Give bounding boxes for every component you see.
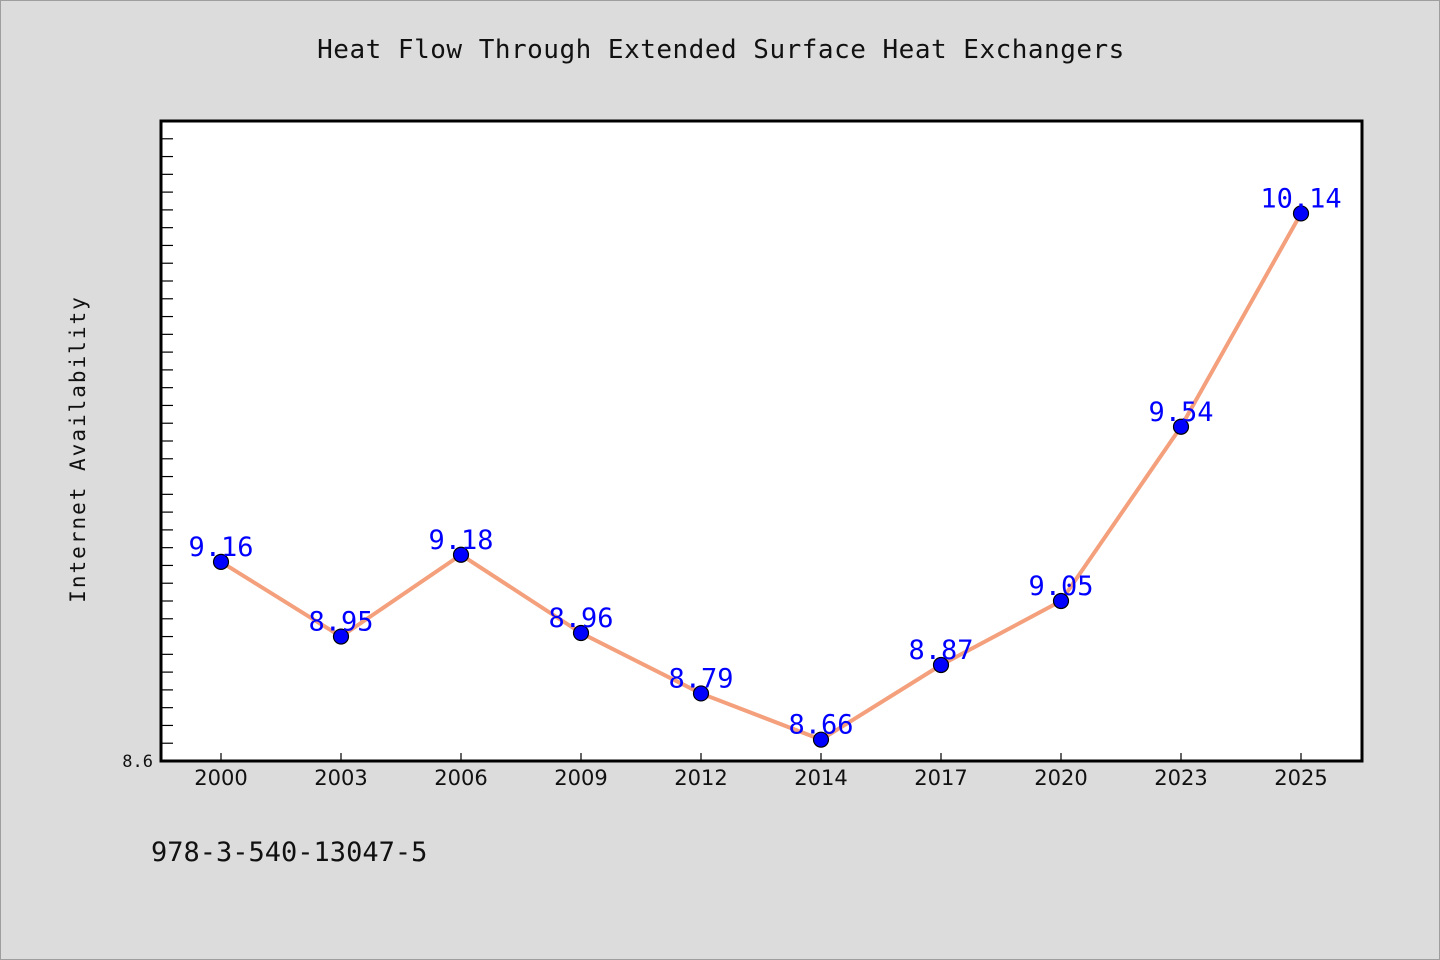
plot-area xyxy=(159,119,1364,763)
data-label: 8.66 xyxy=(788,710,853,741)
data-point xyxy=(212,553,230,570)
data-label: 8.87 xyxy=(908,635,973,666)
x-tick-label: 2000 xyxy=(194,766,247,790)
series-line xyxy=(219,211,1303,742)
x-tick-label: 2009 xyxy=(554,766,607,790)
x-tick-label: 2003 xyxy=(314,766,367,790)
data-label: 8.95 xyxy=(308,607,373,638)
data-label: 10.14 xyxy=(1260,183,1341,214)
y-tick-label: 8.6 xyxy=(122,752,153,772)
x-tick-label: 2025 xyxy=(1274,766,1327,790)
data-point xyxy=(332,628,350,645)
x-tick-label: 2014 xyxy=(794,766,847,790)
data-label: 8.79 xyxy=(668,663,733,694)
data-label: 9.05 xyxy=(1028,571,1093,602)
x-tick-label: 2012 xyxy=(674,766,727,790)
data-point xyxy=(812,731,830,748)
data-point xyxy=(932,656,950,674)
data-point xyxy=(1172,418,1190,435)
x-tick-label: 2006 xyxy=(434,766,487,790)
data-point xyxy=(1052,592,1070,610)
data-label: 9.16 xyxy=(188,532,253,563)
chart-title: Heat Flow Through Extended Surface Heat … xyxy=(317,35,1125,65)
x-tick-label: 2017 xyxy=(914,766,967,790)
x-tick-label: 2023 xyxy=(1154,766,1207,790)
data-label: 9.18 xyxy=(428,525,493,556)
footer-identifier: 978-3-540-13047-5 xyxy=(151,837,428,868)
data-point xyxy=(452,546,470,563)
data-point xyxy=(572,624,590,642)
data-point xyxy=(1292,205,1310,222)
data-label: 9.54 xyxy=(1148,397,1213,428)
data-label: 8.96 xyxy=(548,603,613,634)
x-tick-label: 2020 xyxy=(1034,766,1087,790)
data-point xyxy=(692,685,710,702)
